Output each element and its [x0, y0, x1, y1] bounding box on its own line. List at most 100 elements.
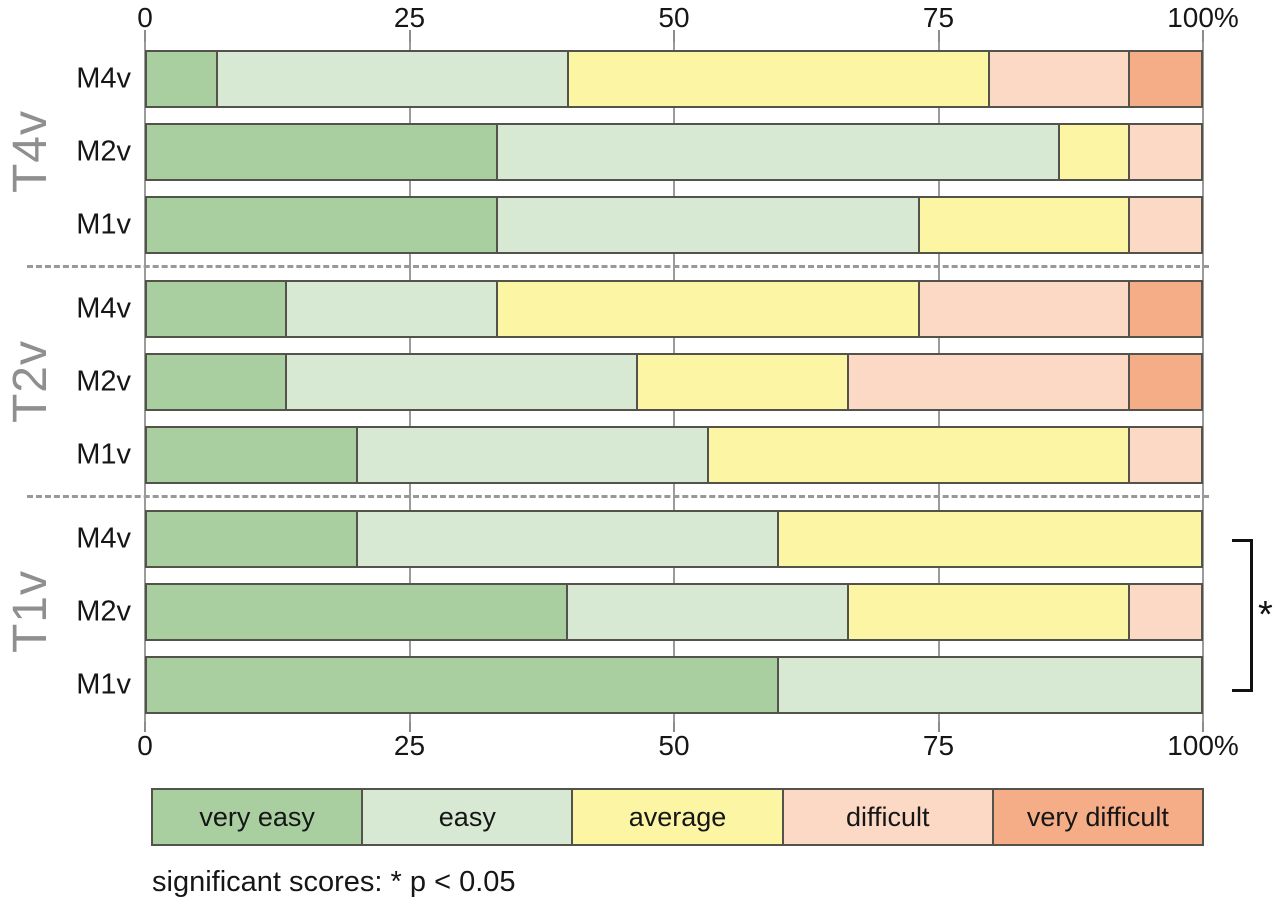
bar-row-t4v-m2v: M2v — [76, 115, 1203, 188]
legend-item-very-difficult: very difficult — [993, 790, 1203, 844]
gridline — [1202, 42, 1204, 722]
bar-segment-very-easy — [147, 584, 569, 639]
significance-bracket — [1232, 539, 1253, 692]
bar-segment-difficult — [1130, 197, 1201, 252]
x-tick-mark — [937, 30, 940, 42]
bar-segment-very-easy — [147, 51, 218, 106]
bar-segment-easy — [357, 427, 709, 482]
significance-asterisk: * — [1258, 594, 1273, 636]
row-label: M2v — [76, 595, 131, 627]
legend-item-easy: easy — [363, 790, 574, 844]
row-label: M4v — [76, 522, 131, 554]
bar-segment-very-difficult — [1130, 281, 1201, 336]
bar-segment-very-easy — [147, 657, 780, 712]
row-label: M2v — [76, 135, 131, 167]
group-separator — [27, 261, 1209, 272]
bar-segment-average — [708, 427, 1131, 482]
x-tick-label: 25 — [393, 2, 426, 33]
bar-segment-difficult — [848, 354, 1131, 409]
bar-segment-very-easy — [147, 427, 358, 482]
x-tick-label: 100% — [1167, 730, 1239, 761]
bar-t2v-m2v — [145, 352, 1203, 411]
bar-row-t1v-m1v: M1v — [76, 648, 1203, 721]
bar-segment-very-easy — [147, 197, 498, 252]
bar-segment-very-difficult — [1130, 51, 1201, 106]
bar-segment-average — [497, 281, 920, 336]
bar-segment-easy — [497, 197, 920, 252]
bar-segment-average — [568, 51, 991, 106]
group-label-t4v: T4v — [2, 42, 58, 261]
x-tick-mark — [144, 30, 146, 42]
x-tick-mark — [408, 30, 411, 42]
bar-segment-very-easy — [147, 354, 288, 409]
row-label: M4v — [76, 292, 131, 324]
group-separator-line — [27, 265, 1209, 268]
bar-segment-average — [638, 354, 849, 409]
x-tick-mark — [937, 722, 940, 732]
x-tick-label: 25 — [393, 730, 426, 761]
bar-t1v-m2v — [145, 582, 1203, 641]
bar-t4v-m2v — [145, 122, 1203, 181]
group-label-t2v: T2v — [2, 272, 58, 491]
group-separator — [27, 491, 1209, 502]
row-label: M1v — [76, 208, 131, 240]
bar-segment-easy — [217, 51, 569, 106]
plot-area: M4v M2v M1v M4v M2v M1v M4v M2v M1v — [27, 42, 1209, 722]
bar-t4v-m4v — [145, 49, 1203, 108]
bar-row-t1v-m4v: M4v — [76, 502, 1203, 575]
x-tick-mark — [673, 30, 675, 42]
bar-segment-very-easy — [147, 511, 358, 566]
row-label: M1v — [76, 668, 131, 700]
x-tick-label: 50 — [658, 730, 690, 761]
bar-t1v-m1v — [145, 655, 1203, 714]
legend-item-difficult: difficult — [783, 790, 994, 844]
bar-segment-average — [849, 584, 1131, 639]
bar-row-t2v-m1v: M1v — [76, 418, 1203, 491]
x-tick-label: 50 — [658, 2, 690, 33]
row-label: M1v — [76, 438, 131, 470]
legend-item-average: average — [573, 790, 784, 844]
group-label-text: T4v — [3, 109, 57, 194]
bar-segment-average — [1059, 124, 1131, 179]
bar-t2v-m4v — [145, 279, 1203, 338]
bar-segment-difficult — [919, 281, 1131, 336]
bar-segment-difficult — [1130, 124, 1201, 179]
footnote: significant scores: * p < 0.05 — [152, 866, 516, 898]
bar-segment-very-easy — [147, 281, 288, 336]
group-label-text: T1v — [3, 569, 57, 654]
x-tick-mark — [144, 722, 146, 732]
x-tick-label: 100% — [1167, 2, 1239, 33]
bar-segment-very-difficult — [1130, 354, 1201, 409]
legend-item-very-easy: very easy — [153, 790, 364, 844]
bar-segment-easy — [287, 281, 498, 336]
bar-t1v-m4v — [145, 509, 1203, 568]
bar-row-t4v-m1v: M1v — [76, 188, 1203, 261]
x-tick-mark — [673, 722, 675, 732]
bar-segment-easy — [568, 584, 850, 639]
bar-t2v-m1v — [145, 425, 1203, 484]
bar-segment-difficult — [990, 51, 1131, 106]
x-tick-mark — [1202, 722, 1204, 732]
bar-segment-easy — [497, 124, 1060, 179]
group-separator-line — [27, 495, 1209, 498]
bar-row-t4v-m4v: M4v — [76, 42, 1203, 115]
bar-row-t2v-m4v: M4v — [76, 272, 1203, 345]
group-label-t1v: T1v — [2, 502, 58, 721]
x-tick-label: 75 — [922, 730, 955, 761]
bar-rows: M4v M2v M1v M4v M2v M1v M4v M2v M1v — [27, 42, 1209, 722]
legend: very easy easy average difficult very diffic… — [151, 788, 1204, 846]
x-tick-label: 0 — [137, 2, 153, 33]
bar-segment-easy — [287, 354, 639, 409]
row-label: M4v — [76, 62, 131, 94]
bar-segment-easy — [357, 511, 780, 566]
bar-segment-difficult — [1130, 427, 1201, 482]
group-label-text: T2v — [3, 339, 57, 424]
bar-segment-average — [779, 511, 1201, 566]
x-tick-mark — [408, 722, 411, 732]
x-tick-label: 0 — [137, 730, 153, 761]
bar-segment-average — [919, 197, 1131, 252]
row-label: M2v — [76, 365, 131, 397]
bar-row-t1v-m2v: M2v — [76, 575, 1203, 648]
bar-t4v-m1v — [145, 195, 1203, 254]
